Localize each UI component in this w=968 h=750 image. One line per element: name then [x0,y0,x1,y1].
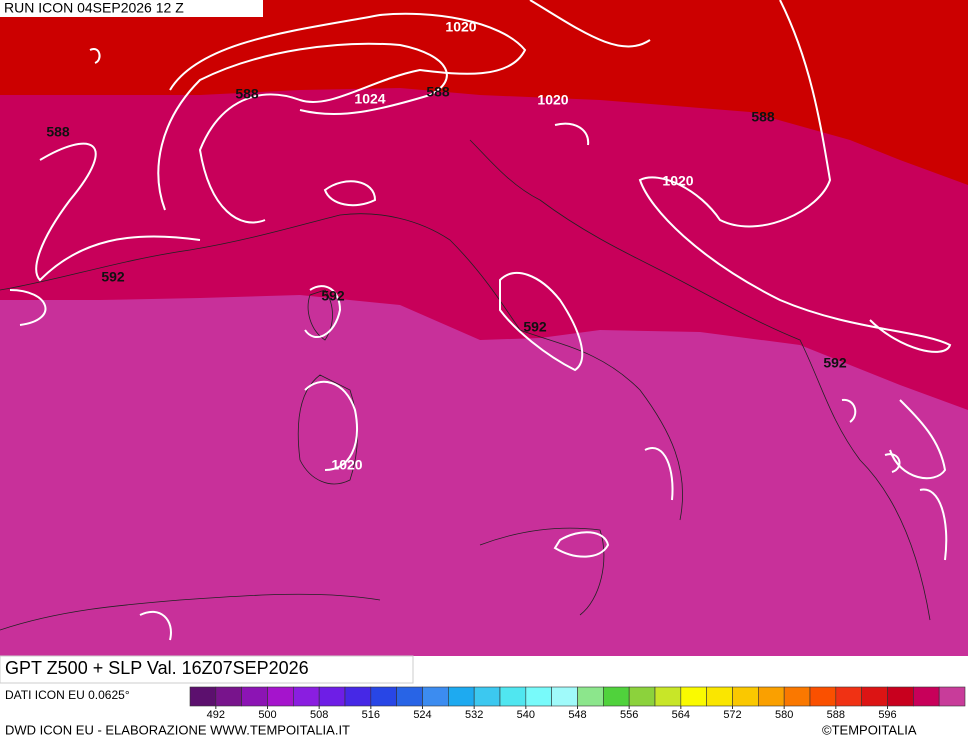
colorbar-swatch [680,686,707,707]
colorbar-tick-label: 572 [723,709,741,721]
colorbar-swatch [215,686,242,707]
colorbar: 492 500 508 516 524 532 540 548 556 564 572 580 588 5… [189,686,966,721]
colorbar-swatch [344,686,372,707]
run-label: RUN ICON 04SEP2026 12 Z [4,0,184,16]
map: 1020 588 1024 588 1020 588 588 1020 592 … [0,0,968,656]
colorbar-tick-label: 492 [207,709,225,721]
colorbar-swatch [603,686,630,707]
colorbar-swatch [887,686,914,707]
contour-label: 1020 [445,19,476,35]
colorbar-swatch [241,686,268,707]
contour-label: 592 [101,269,125,285]
colorbar-swatch [913,686,940,707]
contour-label: 592 [523,319,547,335]
colorbar-swatch [525,686,552,707]
contour-label: 1020 [662,173,693,189]
colorbar-swatch [267,686,294,707]
colorbar-tick-label: 580 [775,709,793,721]
zone-588 [0,0,968,185]
colorbar-swatch [732,686,759,707]
copyright: ©TEMPOITALIA [822,722,917,737]
isobars [9,0,952,641]
contour-label: 588 [235,86,259,102]
colorbar-tick-label: 532 [465,709,483,721]
colorbar-swatch [809,686,837,707]
credit: DWD ICON EU - ELABORAZIONE WWW.TEMPOITAL… [5,722,350,737]
colorbar-tick-label: 508 [310,709,328,721]
colorbar-swatch [370,686,397,707]
title-box [0,655,414,684]
colorbar-tick-label: 548 [568,709,586,721]
header-box [0,0,263,17]
contour-label: 588 [46,124,70,140]
colorbar-tick-label: 564 [672,709,690,721]
contour-label: 1024 [354,91,385,107]
colorbar-tick-label: 540 [517,709,535,721]
colorbar-swatch [551,686,578,707]
contour-label: 1020 [331,457,362,473]
contour-labels: 1020 588 1024 588 1020 588 588 1020 592 … [46,19,847,473]
colorbar-tick-label: 556 [620,709,638,721]
colorbar-swatch [189,686,217,707]
data-source: DATI ICON EU 0.0625° [5,688,130,702]
colorbar-swatch [396,686,423,707]
colorbar-swatch [577,686,604,707]
colorbar-swatch [783,686,811,707]
colorbar-tick-label: 524 [413,709,431,721]
colorbar-swatch [861,686,888,707]
colorbar-tick-label: 500 [258,709,276,721]
colorbar-swatch [473,686,501,707]
colorbar-swatch [628,686,656,707]
colorbar-swatch [422,686,449,707]
colorbar-tick-label: 596 [878,709,896,721]
colorbar-swatch [835,686,862,707]
colorbar-tick-label: 588 [827,709,845,721]
footer-title: GPT Z500 + SLP Val. 16Z07SEP2026 [5,658,309,678]
contour-label: 592 [321,288,345,304]
colorbar-swatch [499,686,527,707]
contour-label: 1020 [537,92,568,108]
colorbar-swatch [938,686,966,707]
colorbar-tick-label: 516 [362,709,380,721]
contour-label: 588 [426,84,450,100]
colorbar-swatch [318,686,346,707]
colorbar-swatch [293,686,320,707]
colorbar-swatch [654,686,682,707]
contour-label: 588 [751,109,775,125]
colorbar-swatch [758,686,785,707]
contour-label: 592 [823,355,847,371]
colorbar-swatch [706,686,733,707]
coastlines [0,139,931,631]
colorbar-swatch [448,686,475,707]
